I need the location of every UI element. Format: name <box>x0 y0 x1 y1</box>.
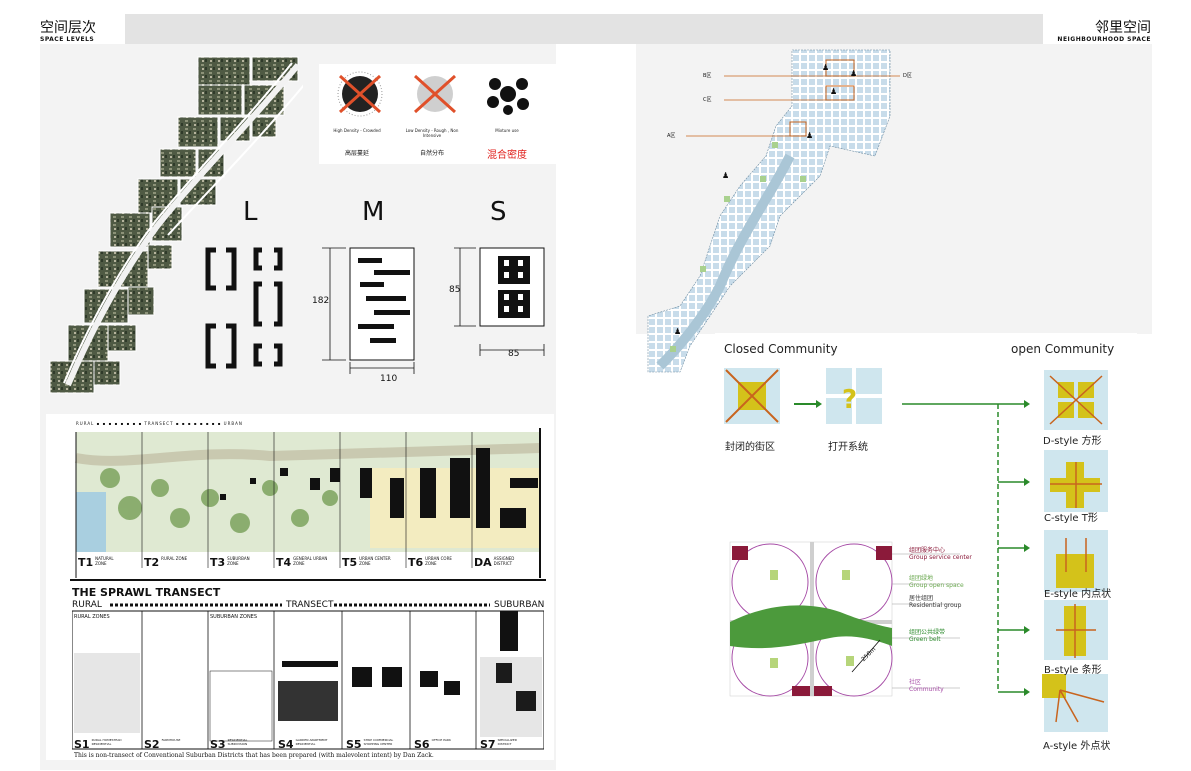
zone-s2: S2 FARMHOUSE <box>144 738 181 751</box>
zone-s1: S1 RURAL HOMESTEAD RESIDENTIAL <box>74 738 122 751</box>
legend-service-center: 组团服务中心 Group service center <box>909 547 972 561</box>
density-caption-cn-2: 自然分布 <box>419 150 444 157</box>
transect-top-zone-row: T1 NATURAL ZONE T2 RURAL ZONE T3 SUBURBAN Z… <box>78 556 548 576</box>
map-label-b: B区 <box>703 73 712 79</box>
zone-da: DA ASSIGNED DISTRICT <box>474 556 515 569</box>
s-width-dimension: 85 <box>508 349 520 359</box>
zone-t4: T4 GENERAL URBAN ZONE <box>276 556 328 569</box>
density-caption-en-1: High Density - Crowded <box>333 128 381 133</box>
neighbourhood-title: 邻里空间 NEIGHBOURHOOD SPACE <box>1057 20 1151 43</box>
zone-t3: T3 SUBURBAN ZONE <box>210 556 250 569</box>
closed-block-label: 封闭的街区 <box>725 442 775 453</box>
size-s-block <box>454 247 545 356</box>
sprawl-transect-title: THE SPRAWL TRANSECT <box>72 586 221 599</box>
density-caption-en-2: Low Density - Rough , Non Intensive <box>405 128 459 138</box>
density-caption-cn-1: 高层蔓延 <box>344 150 369 157</box>
s-height-dimension: 85 <box>449 285 461 295</box>
a-style-label: A-style 外点状 <box>1043 741 1111 752</box>
neighbourhood-title-cn: 邻里空间 <box>1095 20 1151 36</box>
sprawl-rural-label: RURAL <box>72 600 102 610</box>
density-caption-en-3: Mixture use <box>495 128 519 133</box>
community-flow-diagram <box>724 368 1108 732</box>
zone-s7: S7 SPECIALIZED DISTRICT <box>480 738 518 751</box>
transect-top-illustration <box>70 428 546 581</box>
svg-text:♟: ♟ <box>722 171 729 180</box>
map-label-c: C区 <box>703 97 712 103</box>
map-label-a: A区 <box>667 133 676 139</box>
mixture-use-icon <box>487 78 529 115</box>
rural-zones-label: RURAL ZONES <box>74 614 110 620</box>
zone-t5: T5 URBAN CENTER ZONE <box>342 556 391 569</box>
space-levels-title-en: SPACE LEVELS <box>40 36 95 43</box>
sprawl-caption: This is non-transect of Conventional Sub… <box>74 752 434 759</box>
zone-s3: S3 RESIDENTIAL SUBDIVISION <box>210 738 248 751</box>
zone-s5: S5 STRIP COMMERCIAL SHOPPING CENTER <box>346 738 394 751</box>
svg-text:♟: ♟ <box>850 69 857 78</box>
size-l-blocks <box>205 247 283 369</box>
size-label-s: S <box>490 197 507 227</box>
sprawl-suburban-label: SUBURBAN <box>494 600 545 610</box>
c-style-label: C-style T形 <box>1044 513 1098 524</box>
legend-green-belt: 组团公共绿带 Green belt <box>909 629 946 643</box>
map-label-d: D区 <box>903 73 912 79</box>
open-community-title: open Community <box>1011 342 1115 356</box>
aerial-strip-image <box>49 56 303 394</box>
legend-group-open-space: 组团绿地 Group open space <box>909 575 964 589</box>
sprawl-transect-label: TRANSECT <box>286 600 334 610</box>
legend-residential-group: 居住组团 Residential group <box>909 595 962 609</box>
m-width-dimension: 110 <box>380 374 398 384</box>
space-levels-title-cn: 空间层次 <box>40 20 96 36</box>
size-label-m: M <box>362 197 385 227</box>
b-style-label: B-style 条形 <box>1044 665 1102 676</box>
neighbourhood-title-en: NEIGHBOURHOOD SPACE <box>1057 36 1151 43</box>
transect-top-header: RURAL ▪ ▪ ▪ ▪ ▪ ▪ ▪ ▪ TRANSECT ▪ ▪ ▪ ▪ ▪… <box>76 421 243 426</box>
svg-text:♟: ♟ <box>822 63 829 72</box>
zone-s4: S4 GARDEN APARTMENT RESIDENTIAL <box>278 738 328 751</box>
zone-s6: S6 OFFICE PARK <box>414 738 451 751</box>
density-caption-cn-3: 混合密度 <box>487 150 527 161</box>
size-label-l: L <box>243 197 258 227</box>
closed-community-title: Closed Community <box>724 342 838 356</box>
low-density-icon <box>413 74 457 114</box>
sprawl-transect-illustration <box>72 603 544 750</box>
svg-text:♟: ♟ <box>830 87 837 96</box>
size-m-block <box>322 247 415 374</box>
suburban-zones-label: SUBURBAN ZONES <box>210 614 258 620</box>
svg-text:♟: ♟ <box>806 131 813 140</box>
neighbourhood-map: ♟ ♟ ♟ ♟ ♟ ♟ <box>647 49 900 373</box>
d-style-label: D-style 方形 <box>1043 436 1102 447</box>
high-density-icon <box>337 71 383 117</box>
zone-t1: T1 NATURAL ZONE <box>78 556 114 569</box>
zone-t6: T6 URBAN CORE ZONE <box>408 556 452 569</box>
open-system-label: 打开系统 <box>828 442 868 453</box>
e-style-label: E-style 内点状 <box>1044 589 1112 600</box>
legend-community: 社区 Community <box>909 679 944 693</box>
svg-text:♟: ♟ <box>674 327 681 336</box>
sprawl-zone-row: S1 RURAL HOMESTEAD RESIDENTIAL S2 FARMHOUS… <box>74 738 544 752</box>
header-bar <box>125 14 1043 44</box>
space-levels-title: 空间层次 SPACE LEVELS <box>40 20 96 43</box>
density-icons <box>337 71 529 117</box>
open-system-question-mark: ? <box>842 385 858 415</box>
zone-t2: T2 RURAL ZONE <box>144 556 188 569</box>
m-height-dimension: 182 <box>312 296 330 306</box>
